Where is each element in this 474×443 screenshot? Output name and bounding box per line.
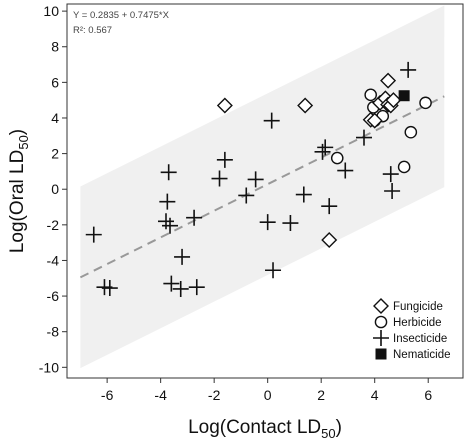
legend: Fungicide Herbicide Insecticide Nematicide	[373, 298, 451, 361]
y-tick-label: 0	[51, 181, 59, 197]
herbicide-point	[404, 125, 418, 139]
insecticide-point	[159, 193, 176, 210]
x-axis-title-subscript: 50	[321, 426, 335, 441]
insecticide-point	[337, 162, 354, 179]
y-tick-label: -8	[47, 324, 60, 340]
fungicide-point	[216, 97, 233, 114]
plot-frame	[66, 3, 464, 379]
insecticide-point	[186, 209, 203, 226]
legend-herbicide-label: Herbicide	[393, 317, 442, 329]
herbicide-point	[364, 88, 377, 102]
insecticide-point	[265, 262, 282, 279]
insecticide-point	[317, 139, 334, 156]
insecticide-point	[247, 171, 264, 188]
y-tick-label: 6	[51, 74, 59, 90]
x-axis-title-main: Log(Contact LD	[188, 417, 321, 438]
x-tick-label: 6	[424, 387, 432, 403]
y-tick-label: 2	[51, 146, 59, 162]
herbicide-point	[397, 160, 411, 174]
nematicide-point	[398, 90, 410, 102]
fungicide-point	[297, 97, 314, 114]
insecticide-point	[174, 248, 191, 265]
x-tick-label: 0	[264, 387, 272, 403]
insecticide-point	[162, 217, 179, 234]
herbicide-point	[330, 151, 344, 165]
legend-fungicide-marker	[373, 298, 389, 314]
y-tick-label: 10	[43, 3, 59, 19]
insecticide-point	[263, 112, 280, 129]
fit-line	[79, 95, 445, 279]
x-axis-title-close: )	[336, 417, 342, 438]
legend-fungicide-label: Fungicide	[393, 301, 443, 313]
fungicide-point	[366, 112, 383, 129]
x-axis-ticks: -6 -4 -2 0 2 4 6	[101, 378, 432, 403]
insecticide-point	[216, 151, 233, 168]
y-axis-title: Log(Oral LD50)	[7, 129, 31, 253]
insecticide-point	[163, 275, 180, 292]
x-tick-label: 2	[317, 387, 325, 403]
legend-nematicide-label: Nematicide	[393, 349, 451, 361]
y-tick-label: -10	[39, 359, 59, 375]
y-axis-title-close: )	[7, 129, 28, 135]
y-tick-label: -2	[47, 217, 60, 233]
insecticide-point	[295, 186, 312, 203]
y-axis-title-subscript: 50	[16, 135, 31, 149]
insecticide-point	[172, 280, 189, 297]
insecticide-point	[356, 129, 372, 146]
herbicide-point	[419, 96, 432, 110]
insecticide-point	[188, 279, 205, 296]
y-tick-label: -6	[47, 288, 60, 304]
y-tick-label: 4	[51, 110, 59, 126]
y-tick-label: 8	[51, 39, 59, 55]
fungicide-point	[385, 92, 402, 109]
fit-line-layer	[79, 95, 445, 279]
x-tick-label: -6	[101, 387, 114, 403]
y-axis-title-main: Log(Oral LD	[7, 150, 28, 254]
insecticide-point	[238, 187, 255, 204]
insecticide-point	[101, 280, 118, 297]
legend-herbicide-marker	[374, 315, 388, 329]
x-tick-label: -4	[154, 387, 167, 403]
insecticide-point	[259, 214, 276, 231]
r-squared-label: R²: 0.567	[73, 25, 112, 36]
legend-insecticide-marker	[373, 330, 389, 346]
insecticide-point	[211, 170, 228, 187]
data-points	[85, 61, 432, 297]
insecticide-point	[384, 183, 401, 199]
insecticide-point	[400, 61, 417, 78]
x-tick-label: -2	[208, 387, 221, 403]
fungicide-point	[380, 72, 397, 89]
x-axis-title: Log(Contact LD50)	[188, 417, 342, 441]
insecticide-point	[321, 198, 338, 215]
insecticide-point	[382, 166, 399, 183]
legend-insecticide-label: Insecticide	[393, 333, 447, 345]
insecticide-point	[314, 143, 331, 160]
legend-nematicide-marker	[375, 348, 387, 360]
insecticide-point	[160, 164, 177, 181]
insecticide-point	[282, 215, 299, 232]
y-tick-label: -4	[47, 252, 60, 268]
fungicide-point	[321, 231, 338, 248]
fit-equation: Y = 0.2835 + 0.7475*X	[73, 10, 170, 21]
y-axis-ticks: -10 -8 -6 -4 -2 0 2 4 6 8 10	[39, 3, 67, 375]
insecticide-point	[158, 213, 174, 230]
insecticide-point	[85, 226, 102, 243]
x-tick-label: 4	[371, 387, 379, 403]
